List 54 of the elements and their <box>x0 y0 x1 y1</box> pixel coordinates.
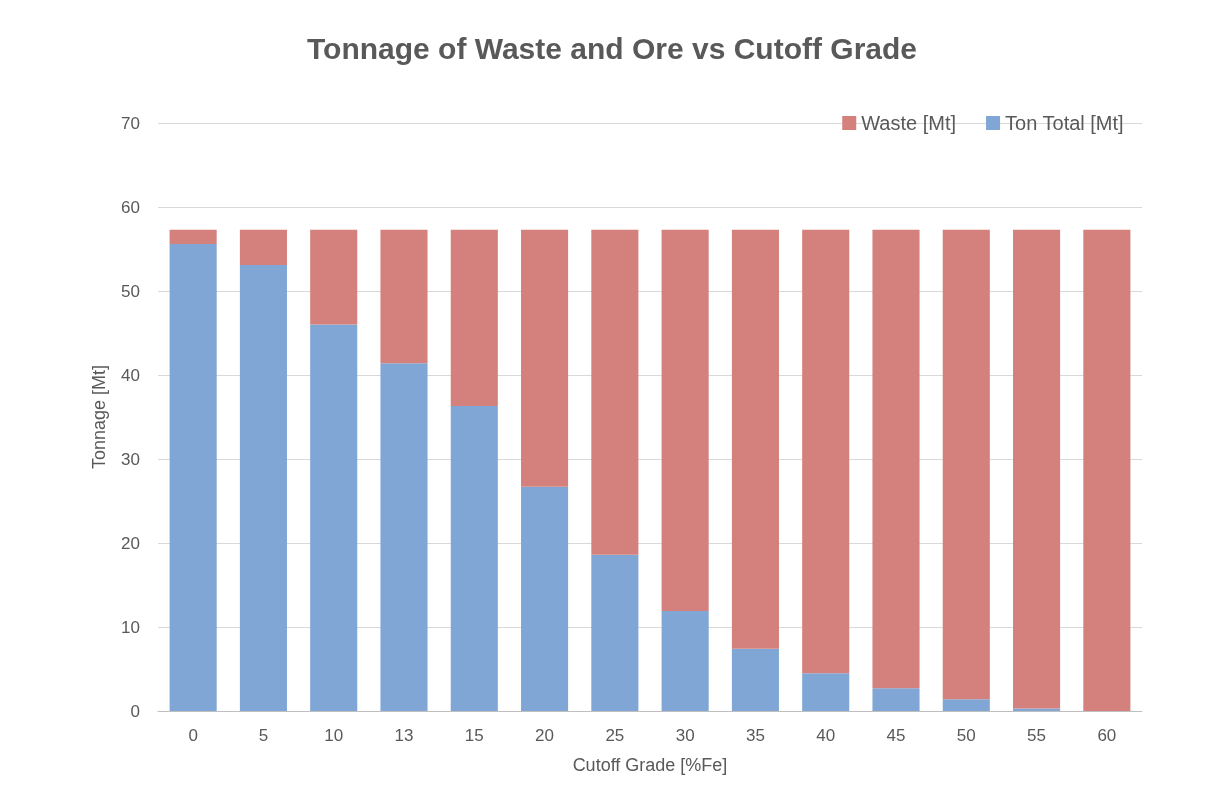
legend-label: Waste [Mt] <box>861 112 957 134</box>
bar <box>450 406 498 711</box>
bar <box>521 486 569 711</box>
bar <box>872 229 920 689</box>
x-tick-label: 15 <box>464 726 484 745</box>
bar <box>1013 708 1061 711</box>
x-tick-label: 5 <box>258 726 269 745</box>
legend-label: Ton Total [Mt] <box>1005 112 1124 134</box>
x-tick-label: 30 <box>675 726 695 745</box>
y-tick-label: 60 <box>121 197 140 217</box>
bar <box>802 229 850 674</box>
bar <box>591 554 639 711</box>
bar <box>521 229 569 487</box>
y-tick-label: 20 <box>121 533 140 553</box>
bar <box>380 229 428 364</box>
bar <box>239 229 287 265</box>
bar <box>450 229 498 407</box>
x-tick-label: 13 <box>394 726 414 745</box>
bar <box>169 243 217 711</box>
bar <box>1013 229 1061 709</box>
bar <box>380 363 428 711</box>
bar <box>310 229 358 325</box>
bar <box>661 229 709 612</box>
y-tick-label: 40 <box>121 365 140 385</box>
x-axis-title: Cutoff Grade [%Fe] <box>572 755 728 775</box>
bar <box>731 648 779 711</box>
y-tick-label: 70 <box>121 113 140 133</box>
bar <box>942 229 990 700</box>
x-tick-label: 50 <box>956 726 976 745</box>
bar <box>802 673 850 711</box>
y-tick-label: 10 <box>121 617 140 637</box>
x-tick-label: 0 <box>188 726 198 745</box>
y-tick-label: 50 <box>121 281 140 301</box>
bar <box>310 324 358 711</box>
bar <box>942 699 990 711</box>
chart-title: Tonnage of Waste and Ore vs Cutoff Grade <box>306 31 918 65</box>
x-tick-label: 40 <box>816 726 836 745</box>
y-axis-title: Tonnage [Mt] <box>89 364 109 470</box>
x-tick-label: 20 <box>535 726 555 745</box>
bar <box>1083 229 1131 711</box>
bar <box>591 229 639 555</box>
bar <box>239 264 287 711</box>
bar <box>872 688 920 711</box>
x-tick-label: 55 <box>1027 726 1047 745</box>
x-tick-label: 10 <box>324 726 344 745</box>
y-tick-label: 30 <box>121 449 140 469</box>
bar <box>661 611 709 711</box>
bar <box>169 229 217 244</box>
y-tick-label: 0 <box>130 701 140 721</box>
bar <box>731 229 779 649</box>
x-tick-label: 25 <box>605 726 625 745</box>
x-tick-label: 35 <box>745 726 765 745</box>
x-tick-label: 60 <box>1097 726 1117 745</box>
x-tick-label: 45 <box>886 726 906 745</box>
